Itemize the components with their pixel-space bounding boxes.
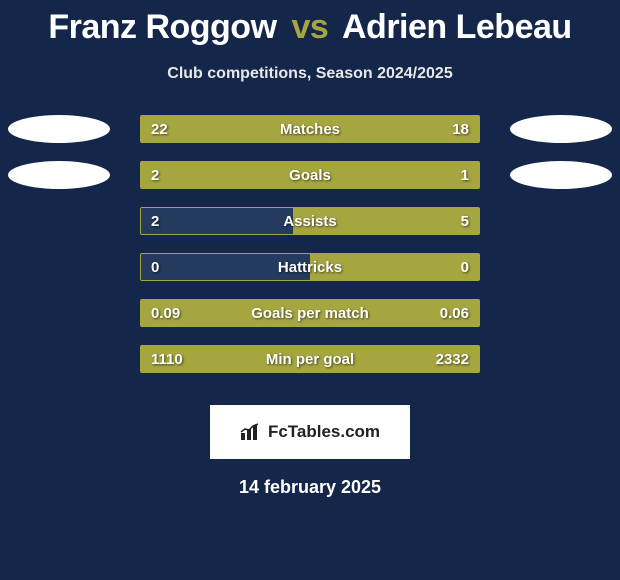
page-title: Franz Roggow vs Adrien Lebeau	[0, 8, 620, 47]
source-badge[interactable]: FcTables.com	[210, 405, 410, 459]
stat-bar: 00Hattricks	[140, 253, 480, 281]
stat-row: 00Hattricks	[0, 253, 620, 299]
player1-badge	[8, 115, 110, 143]
stat-row: 0.090.06Goals per match	[0, 299, 620, 345]
stat-label: Min per goal	[141, 346, 479, 374]
source-label: FcTables.com	[268, 422, 380, 442]
player2-badge	[510, 161, 612, 189]
stat-label: Assists	[141, 208, 479, 236]
stat-bar: 11102332Min per goal	[140, 345, 480, 373]
player2-name: Adrien Lebeau	[342, 8, 572, 46]
stat-bar: 2218Matches	[140, 115, 480, 143]
player2-badge	[510, 115, 612, 143]
stat-label: Hattricks	[141, 254, 479, 282]
chart-icon	[240, 423, 262, 441]
stat-bar: 21Goals	[140, 161, 480, 189]
vs-label: vs	[291, 8, 328, 46]
stat-bar: 0.090.06Goals per match	[140, 299, 480, 327]
stat-row: 11102332Min per goal	[0, 345, 620, 391]
player1-badge	[8, 161, 110, 189]
stat-label: Goals	[141, 162, 479, 190]
stat-label: Matches	[141, 116, 479, 144]
comparison-card: Franz Roggow vs Adrien Lebeau Club compe…	[0, 0, 620, 498]
stats-section: 2218Matches 21Goals 25Assists 00Hattricks 0.…	[0, 115, 620, 391]
stat-row: 25Assists	[0, 207, 620, 253]
stat-row: 21Goals	[0, 161, 620, 207]
player1-name: Franz Roggow	[48, 8, 276, 46]
date-label: 14 february 2025	[0, 477, 620, 498]
stat-bar: 25Assists	[140, 207, 480, 235]
subtitle: Club competitions, Season 2024/2025	[0, 65, 620, 83]
stat-row: 2218Matches	[0, 115, 620, 161]
stat-label: Goals per match	[141, 300, 479, 328]
